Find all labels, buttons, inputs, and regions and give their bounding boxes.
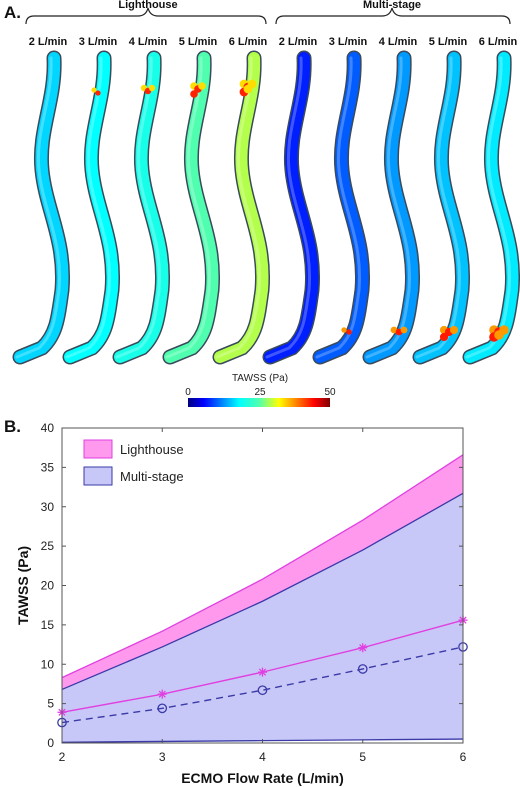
colorbar-tick: 50: [324, 387, 336, 398]
flow-label: 2 L/min: [29, 36, 68, 48]
axes: 0 5 10 15 20 25 30 35 40 2 3 4 5 6: [41, 421, 467, 764]
vessel-model: [212, 50, 271, 365]
panel-b-letter: B.: [4, 417, 21, 436]
x-tick-label: 3: [159, 750, 166, 764]
flow-label: 5 L/min: [179, 36, 218, 48]
vessel-models: [12, 50, 520, 365]
colorbar-title: TAWSS (Pa): [232, 373, 288, 384]
vessel-model: [262, 50, 321, 365]
data-point: [257, 685, 268, 696]
legend-swatch-lighthouse: [83, 439, 113, 459]
vessel-model: [12, 50, 71, 365]
vessel-model: [312, 50, 371, 365]
x-tick-label: 5: [359, 750, 366, 764]
vessel-model: [412, 50, 471, 365]
panel-a-letter: A.: [4, 3, 21, 22]
colorbar-tick: 0: [185, 387, 191, 398]
data-point: [157, 703, 168, 714]
vessel-model: [162, 50, 221, 365]
panel-a-vessel-figure: A. Lighthouse Multi-stage 2 L/min 3 L/mi…: [4, 0, 520, 407]
legend-label-lighthouse: Lighthouse: [120, 442, 184, 457]
panel-b-chart: B. 0 5 10 15 20 25 30 35 40 2 3 4 5 6 TAWSS (Pa) ECMO…: [4, 417, 468, 786]
y-tick-label: 40: [41, 421, 55, 435]
y-tick-label: 5: [47, 697, 54, 711]
flow-label: 2 L/min: [279, 36, 318, 48]
y-tick-label: 20: [41, 579, 55, 593]
band-upper-line: [61, 492, 464, 691]
vessel-model: [462, 50, 520, 365]
legend-swatch-multistage: [83, 466, 113, 486]
y-axis-title: TAWSS (Pa): [15, 546, 31, 625]
band-area-multistage: [62, 493, 463, 743]
flow-label: 4 L/min: [379, 36, 418, 48]
y-tick-label: 15: [41, 618, 55, 632]
flow-label: 6 L/min: [479, 36, 518, 48]
band-upper-line: [61, 454, 464, 679]
y-tick-label: 30: [41, 500, 55, 514]
y-tick-label: 25: [41, 539, 55, 553]
multistage-brace: [275, 7, 511, 25]
group-label-lighthouse: Lighthouse: [118, 0, 177, 11]
y-tick-label: 0: [47, 736, 54, 750]
data-point: [157, 689, 167, 699]
data-point: [358, 643, 368, 653]
mean-line: [61, 646, 464, 724]
vessel-model: [62, 50, 121, 365]
flow-label: 3 L/min: [79, 36, 118, 48]
vessel-model: [112, 50, 171, 365]
x-tick-label: 6: [460, 750, 467, 764]
x-tick-label: 2: [59, 750, 66, 764]
plot-area: [57, 428, 468, 743]
x-axis-title: ECMO Flow Rate (L/min): [181, 770, 344, 786]
colorbar: [188, 398, 330, 407]
y-tick-label: 35: [41, 460, 55, 474]
flow-label: 4 L/min: [129, 36, 168, 48]
x-tick-label: 4: [259, 750, 266, 764]
flow-label: 5 L/min: [429, 36, 468, 48]
y-tick-label: 10: [41, 657, 55, 671]
colorbar-tick: 25: [254, 387, 266, 398]
legend-label-multistage: Multi-stage: [120, 469, 184, 484]
flow-label: 6 L/min: [229, 36, 268, 48]
flow-label: 3 L/min: [329, 36, 368, 48]
data-point: [258, 667, 267, 677]
legend: Lighthouse Multi-stage: [83, 439, 184, 486]
group-label-multistage: Multi-stage: [363, 0, 421, 11]
vessel-model: [362, 50, 421, 365]
data-point: [357, 664, 368, 674]
lighthouse-brace: [25, 7, 267, 25]
